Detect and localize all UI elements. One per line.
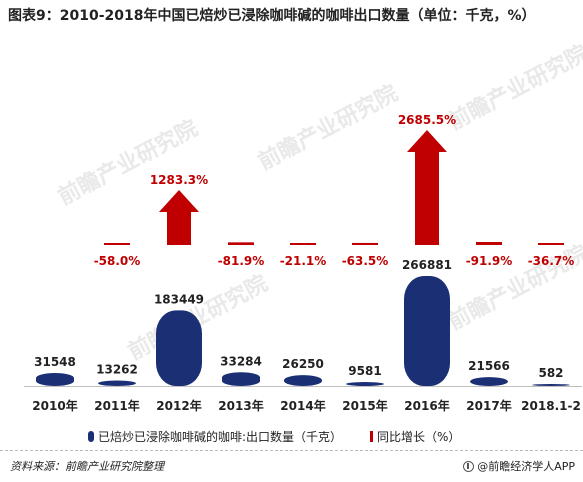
bar-value-label: 13262 bbox=[96, 363, 138, 377]
x-tick-label: 2011年 bbox=[94, 398, 139, 413]
growth-value-label: -21.1% bbox=[280, 254, 327, 268]
chart-area: 2010年 31548 2011年 13262 -58.0% 2012年 183449 128… bbox=[24, 113, 582, 413]
x-tick-label: 2015年 bbox=[342, 398, 387, 413]
growth-value-label: -91.9% bbox=[466, 254, 513, 268]
legend-swatch-bar bbox=[88, 431, 94, 442]
x-tick-label: 2016年 bbox=[404, 398, 449, 413]
x-tick-label: 2018.1-2 bbox=[521, 399, 581, 413]
growth-arrow bbox=[159, 190, 199, 245]
bar-value-label: 582 bbox=[538, 366, 563, 380]
bar bbox=[532, 384, 570, 386]
legend-label-growth: 同比增长（%） bbox=[377, 430, 461, 444]
growth-marker bbox=[290, 243, 316, 245]
bar bbox=[156, 310, 202, 386]
x-tick-label: 2017年 bbox=[466, 398, 511, 413]
bar-value-label: 183449 bbox=[154, 292, 204, 306]
brand-logo-icon bbox=[463, 460, 475, 472]
bar bbox=[284, 375, 322, 386]
legend-item-growth: 同比增长（%） bbox=[370, 428, 460, 445]
chart-title: 图表9：2010-2018年中国已焙炒已浸除咖啡碱的咖啡出口数量（单位：千克，%… bbox=[8, 8, 536, 24]
growth-arrow bbox=[407, 130, 447, 245]
growth-marker bbox=[228, 242, 254, 245]
bar-value-label: 9581 bbox=[348, 364, 381, 378]
growth-marker bbox=[538, 243, 564, 245]
bar bbox=[346, 382, 384, 386]
bar-value-label: 31548 bbox=[34, 355, 76, 369]
bar-value-label: 33284 bbox=[220, 354, 262, 368]
growth-value-label: -58.0% bbox=[94, 254, 141, 268]
bar bbox=[222, 372, 260, 386]
x-tick-label: 2010年 bbox=[32, 398, 77, 413]
growth-marker bbox=[476, 242, 502, 245]
brand-credit: @前瞻经济学人APP bbox=[463, 458, 575, 474]
x-tick-label: 2014年 bbox=[280, 398, 325, 413]
bar bbox=[470, 377, 508, 386]
growth-value-label: 1283.3% bbox=[150, 173, 208, 187]
brand-text: @前瞻经济学人APP bbox=[477, 460, 575, 473]
legend-swatch-growth bbox=[370, 431, 373, 442]
growth-value-label: 2685.5% bbox=[398, 113, 456, 127]
growth-value-label: -36.7% bbox=[528, 254, 575, 268]
legend-label-bar: 已焙炒已浸除咖啡碱的咖啡:出口数量（千克） bbox=[98, 430, 343, 444]
bar bbox=[98, 380, 136, 386]
legend-item-bar: 已焙炒已浸除咖啡碱的咖啡:出口数量（千克） bbox=[88, 428, 342, 445]
footer-divider bbox=[0, 450, 583, 451]
bar-value-label: 266881 bbox=[402, 258, 452, 272]
growth-value-label: -81.9% bbox=[218, 254, 265, 268]
bar-value-label: 26250 bbox=[282, 357, 324, 371]
x-tick-label: 2013年 bbox=[218, 398, 263, 413]
bar-value-label: 21566 bbox=[468, 359, 510, 373]
bar bbox=[404, 276, 450, 386]
legend: 已焙炒已浸除咖啡碱的咖啡:出口数量（千克） 同比增长（%） bbox=[0, 428, 583, 448]
growth-value-label: -63.5% bbox=[342, 254, 389, 268]
x-tick-label: 2012年 bbox=[156, 398, 201, 413]
source-note: 资料来源：前瞻产业研究院整理 bbox=[10, 460, 164, 473]
growth-marker bbox=[352, 242, 378, 245]
bar bbox=[36, 372, 74, 386]
growth-marker bbox=[104, 243, 130, 245]
